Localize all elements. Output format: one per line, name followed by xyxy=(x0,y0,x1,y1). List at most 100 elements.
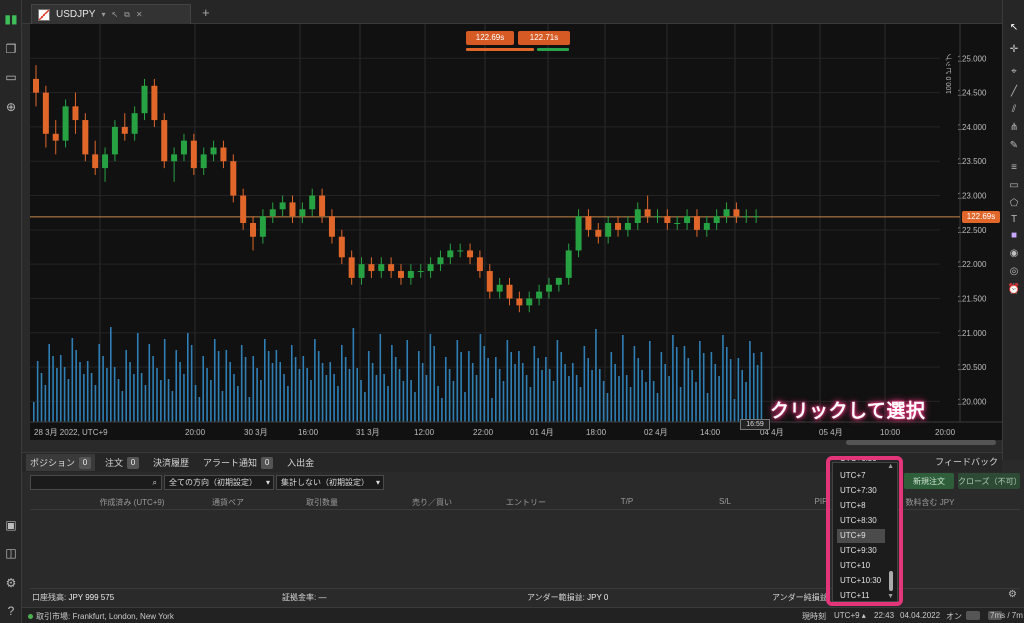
aggregate-select[interactable]: 集計しない（初期設定） ▾ xyxy=(276,475,384,490)
volume-bar xyxy=(71,338,74,422)
tab-orders[interactable]: 注文 0 xyxy=(101,454,143,471)
gear-icon[interactable]: ⚙ xyxy=(1008,589,1017,600)
bid-price-button[interactable]: 122.69s xyxy=(466,31,514,45)
cursor-icon[interactable]: ↖ xyxy=(111,10,119,19)
gear-icon[interactable]: ⚙ xyxy=(5,576,17,590)
volume-bar xyxy=(641,370,643,422)
trendline-icon[interactable]: ╱ xyxy=(1010,85,1018,97)
chart-tab[interactable]: USDJPY ▾ ↖ ⧉ ✕ xyxy=(31,4,191,24)
tz-option[interactable]: UTC+10 xyxy=(840,561,871,570)
rectangle-icon[interactable]: ▭ xyxy=(1009,179,1019,191)
candle-body xyxy=(141,85,148,114)
tz-option[interactable]: UTC+8 xyxy=(840,501,866,510)
volume-bar xyxy=(144,385,147,422)
tab-history[interactable]: 決済履歴 xyxy=(149,454,193,471)
volume-bar xyxy=(583,346,586,422)
close-tab-icon[interactable]: ✕ xyxy=(135,10,143,19)
col-pips[interactable]: PIP xyxy=(814,497,828,506)
zoom-icon[interactable]: ⊕ xyxy=(5,100,17,114)
pointer-icon[interactable]: ↖ xyxy=(1009,21,1019,33)
crosshair-icon[interactable]: ✛ xyxy=(1009,43,1019,55)
latency-toggle[interactable] xyxy=(988,611,1002,620)
cursor-plus-icon[interactable]: ⌖ xyxy=(1011,65,1017,77)
magnet-icon[interactable]: ◉ xyxy=(1009,247,1019,259)
tz-option[interactable]: UTC+9:30 xyxy=(840,546,877,555)
channel-icon[interactable]: ⫽ xyxy=(1011,103,1017,115)
tz-option[interactable]: UTC+11 xyxy=(840,591,870,600)
scroll-down-icon[interactable]: ▼ xyxy=(887,593,894,600)
add-tab-button[interactable]: + xyxy=(202,5,210,20)
col-created[interactable]: 作成済み (UTC+9) xyxy=(99,498,165,507)
y-tick-label: 123.500 xyxy=(958,157,987,166)
polygon-icon[interactable]: ⬠ xyxy=(1009,197,1019,209)
x-tick-label: 22:00 xyxy=(473,428,494,437)
current-time-label: 現時刻 xyxy=(802,612,826,621)
tz-option[interactable]: UTC+7 xyxy=(840,471,866,480)
eye-icon[interactable]: ◎ xyxy=(1009,265,1019,277)
chart-horizontal-scrollbar[interactable] xyxy=(846,440,996,445)
feedback-link[interactable]: フィードバック xyxy=(935,457,998,467)
volume-bar xyxy=(649,341,651,422)
volume-bar xyxy=(267,351,270,422)
close-all-button[interactable]: クローズ（不可） xyxy=(958,473,1022,489)
dropdown-arrow-icon[interactable]: ▾ xyxy=(101,10,106,19)
scroll-up-icon[interactable]: ▲ xyxy=(887,463,894,470)
x-tick-label: 18:00 xyxy=(586,428,607,437)
volume-bar xyxy=(718,376,720,422)
volume-bar xyxy=(171,391,174,422)
unrealized-pl: アンダー範損益: JPY 0 xyxy=(527,592,608,603)
candle-body xyxy=(319,195,326,217)
color-swatch-icon[interactable]: ■ xyxy=(1010,229,1018,241)
tz-option[interactable]: UTC+10:30 xyxy=(840,576,882,585)
volume-bar xyxy=(491,398,493,422)
chart-icon[interactable]: ▮▮ xyxy=(4,12,18,26)
volume-bar xyxy=(726,347,728,422)
col-sl[interactable]: S/L xyxy=(718,497,731,506)
dropdown-scrollbar[interactable] xyxy=(889,571,893,591)
col-tp[interactable]: T/P xyxy=(620,497,634,506)
brush-icon[interactable]: ✎ xyxy=(1009,139,1019,151)
volume-bar xyxy=(610,352,613,422)
layout-icon[interactable]: ▭ xyxy=(5,70,17,84)
alarm-icon[interactable]: ⏰ xyxy=(1007,283,1021,295)
fib-icon[interactable]: ≡ xyxy=(1011,161,1017,173)
tz-option[interactable]: UTC+8:30 xyxy=(840,516,877,525)
col-pair[interactable]: 通貨ペア xyxy=(212,498,244,507)
chart-canvas[interactable]: 125.000 124.500 124.000 123.500 123.000 122.5… xyxy=(30,24,1002,440)
new-order-button[interactable]: 新規注文 xyxy=(904,473,954,489)
timezone-dropdown[interactable]: ▲ UTC+6:30 UTC+7 UTC+7:30 UTC+8 UTC+8:30… xyxy=(832,457,898,602)
tab-alerts[interactable]: アラート通知 0 xyxy=(199,454,277,471)
detach-icon[interactable]: ⧉ xyxy=(124,9,130,19)
search-input[interactable]: ⌕ xyxy=(30,475,162,490)
col-entry[interactable]: エントリー xyxy=(506,498,546,507)
volume-bar xyxy=(760,352,763,422)
direction-select[interactable]: 全ての方向（初期設定） ▾ xyxy=(164,475,274,490)
tab-alerts-label: アラート通知 xyxy=(203,458,258,468)
text-icon[interactable]: T xyxy=(1010,213,1018,225)
tab-positions[interactable]: ポジション 0 xyxy=(26,454,96,471)
timezone-selector[interactable]: UTC+9 ▴ xyxy=(834,611,866,620)
help-icon[interactable]: ? xyxy=(7,604,15,618)
tab-deposits[interactable]: 入出金 xyxy=(283,454,318,471)
candle-body xyxy=(664,216,671,223)
x-tick-label: 05 4月 xyxy=(819,428,843,437)
y-tick-label: 122.000 xyxy=(958,260,987,269)
on-toggle[interactable] xyxy=(966,611,980,620)
tz-option-selected[interactable]: UTC+9 xyxy=(837,529,885,543)
volume-bar xyxy=(86,361,89,422)
candle-body xyxy=(259,216,266,237)
x-tick-label: 01 4月 xyxy=(530,428,554,437)
pitchfork-icon[interactable]: ⋔ xyxy=(1009,121,1019,133)
price-chart[interactable]: 125.000 124.500 124.000 123.500 123.000 122.5… xyxy=(30,24,1002,440)
volume-bar xyxy=(348,369,351,422)
volume-bar xyxy=(606,393,609,422)
candle-body xyxy=(624,223,631,230)
ask-price-button[interactable]: 122.71s xyxy=(518,31,570,45)
monitor-icon[interactable]: ▣ xyxy=(5,518,17,532)
tz-option[interactable]: UTC+7:30 xyxy=(840,486,877,495)
col-pl[interactable]: 数料含む JPY xyxy=(905,498,955,507)
col-side[interactable]: 売り／買い xyxy=(412,498,452,507)
window-icon[interactable]: ◫ xyxy=(5,546,17,560)
copy-icon[interactable]: ❐ xyxy=(5,42,17,56)
col-amount[interactable]: 取引数量 xyxy=(306,498,338,507)
